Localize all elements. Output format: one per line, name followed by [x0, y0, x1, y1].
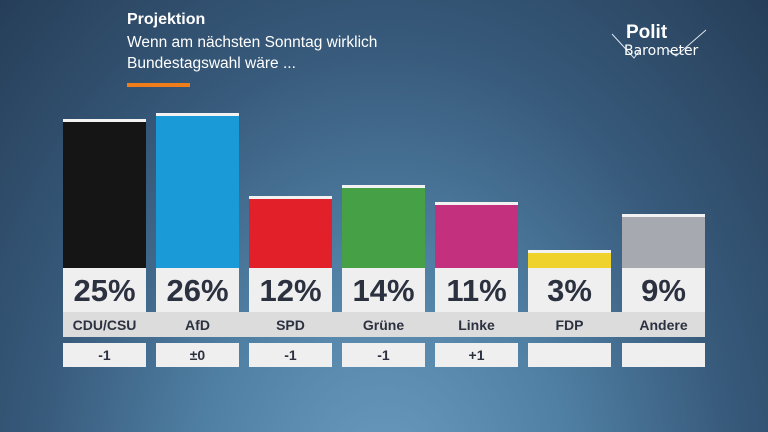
- subtitle-line-1: Wenn am nächsten Sonntag wirklich: [127, 34, 378, 51]
- change-label: +1: [435, 343, 518, 367]
- bar-3: [342, 185, 425, 268]
- bar-6: [622, 214, 705, 268]
- change-label: -1: [249, 343, 332, 367]
- value-label: 14%: [342, 268, 425, 312]
- change-label: [528, 343, 611, 367]
- category-label: AfD: [185, 317, 210, 333]
- change-label: -1: [342, 343, 425, 367]
- category-label: Andere: [639, 317, 688, 333]
- category-label: CDU/CSU: [72, 317, 137, 333]
- bar-2: [249, 196, 332, 268]
- category-label: Grüne: [362, 317, 405, 333]
- bar-cap: [63, 119, 146, 122]
- value-label: 11%: [435, 268, 518, 312]
- accent-line: [127, 83, 190, 87]
- value-label: 26%: [156, 268, 239, 312]
- value-label: 25%: [63, 268, 146, 312]
- label-strip: [63, 312, 705, 337]
- check-mark-icon: [611, 29, 707, 59]
- subtitle-line-2: Bundestagswahl wäre ...: [127, 55, 296, 72]
- bar-cap: [156, 113, 239, 116]
- bar-0: [63, 119, 146, 268]
- bar-4: [435, 202, 518, 268]
- value-label: 12%: [249, 268, 332, 312]
- bar-1: [156, 113, 239, 268]
- change-label: ±0: [156, 343, 239, 367]
- bar-cap: [342, 185, 425, 188]
- category-label: FDP: [555, 317, 584, 333]
- value-label: 3%: [528, 268, 611, 312]
- bar-cap: [249, 196, 332, 199]
- value-label: 9%: [622, 268, 705, 312]
- change-label: -1: [63, 343, 146, 367]
- bar-cap: [622, 214, 705, 217]
- politbarometer-logo: Polit Barometer: [610, 22, 710, 70]
- logo-line-2: Barometer: [624, 43, 699, 59]
- bar-cap: [435, 202, 518, 205]
- chart-title: Projektion: [127, 11, 206, 28]
- bar-5: [528, 250, 611, 268]
- logo-line-1: Polit: [626, 22, 668, 43]
- category-label: SPD: [276, 317, 305, 333]
- change-label: [622, 343, 705, 367]
- bar-cap: [528, 250, 611, 253]
- category-label: Linke: [458, 317, 495, 333]
